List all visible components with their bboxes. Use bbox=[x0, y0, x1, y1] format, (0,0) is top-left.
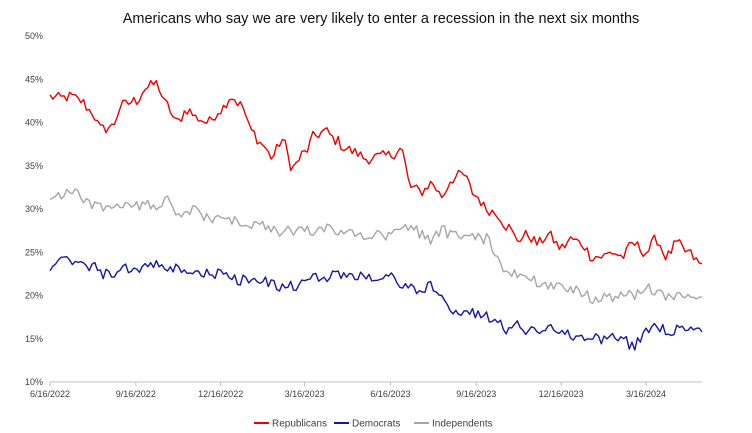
legend-label: Republicans bbox=[272, 419, 327, 430]
series-line-independents bbox=[49, 188, 703, 305]
y-tick-label: 50% bbox=[25, 31, 43, 41]
axes: 10% 15% 20% 25% 30% 35% 40% 45% 50% 6/16/2022 9/16… bbox=[25, 31, 702, 399]
y-tick-label: 20% bbox=[25, 291, 43, 301]
legend: Republicans Democrats Independents bbox=[254, 419, 493, 430]
legend-label: Democrats bbox=[352, 419, 400, 430]
x-tick-label: 9/16/2022 bbox=[116, 389, 156, 399]
series-line-republicans bbox=[49, 80, 703, 265]
x-tick-label: 12/16/2022 bbox=[198, 389, 243, 399]
series-lines bbox=[49, 80, 703, 351]
y-tick-label: 25% bbox=[25, 247, 43, 257]
y-tick-label: 15% bbox=[25, 334, 43, 344]
x-tick-label: 9/16/2023 bbox=[456, 389, 496, 399]
x-tick-label: 6/16/2022 bbox=[30, 389, 70, 399]
x-tick-label: 3/16/2024 bbox=[626, 389, 666, 399]
y-tick-label: 40% bbox=[25, 118, 43, 128]
y-tick-label: 35% bbox=[25, 161, 43, 171]
y-tick-label: 10% bbox=[25, 377, 43, 387]
x-tick-label: 6/16/2023 bbox=[370, 389, 410, 399]
y-tick-label: 45% bbox=[25, 74, 43, 84]
x-tick-label: 12/16/2023 bbox=[539, 389, 584, 399]
y-tick-label: 30% bbox=[25, 204, 43, 214]
x-tick-label: 3/16/2023 bbox=[285, 389, 325, 399]
legend-label: Independents bbox=[432, 419, 493, 430]
series-line-democrats bbox=[49, 256, 703, 351]
chart-title: Americans who say we are very likely to … bbox=[123, 11, 640, 27]
